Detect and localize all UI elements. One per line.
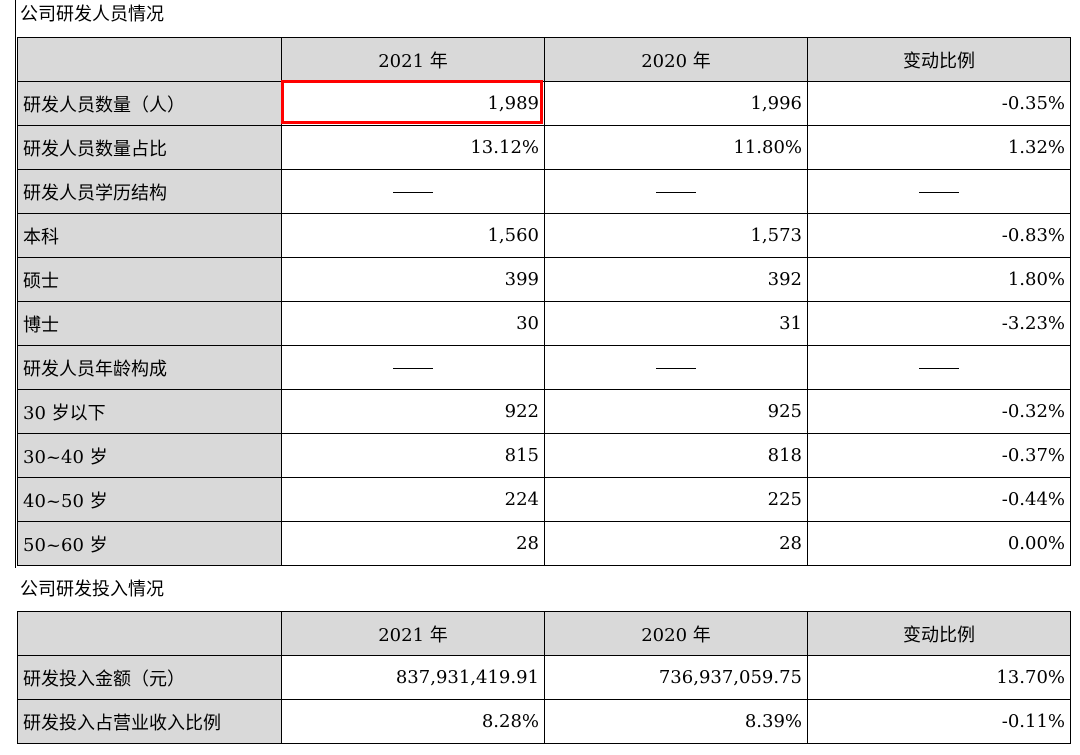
cell-change: 13.70% xyxy=(807,655,1071,700)
personnel-table: 2021 年 2020 年 变动比例 研发人员数量（人） 1,989 1,996… xyxy=(17,37,1071,566)
personnel-section-title: 公司研发人员情况 xyxy=(20,4,164,25)
table-row: 研发投入占营业收入比例 8.28% 8.39% -0.11% xyxy=(17,699,1071,744)
table-row: 40~50 岁 224 225 -0.44% xyxy=(17,477,1071,522)
cell-change-dash xyxy=(807,345,1071,390)
row-label: 研发投入金额（元） xyxy=(17,655,282,700)
cell-change: -0.44% xyxy=(807,477,1071,522)
row-label: 博士 xyxy=(17,301,282,346)
cell-change: -3.23% xyxy=(807,301,1071,346)
cell-2020: 1,573 xyxy=(544,213,808,258)
table-row: 硕士 399 392 1.80% xyxy=(17,257,1071,302)
cell-2021: 224 xyxy=(281,477,545,522)
cell-2020-dash xyxy=(544,345,808,390)
cell-change: 0.00% xyxy=(807,521,1071,566)
table-row: 本科 1,560 1,573 -0.83% xyxy=(17,213,1071,258)
cell-2021-dash xyxy=(281,345,545,390)
table-row: 研发人员学历结构 xyxy=(17,169,1071,214)
cell-2021: 815 xyxy=(281,433,545,478)
table-row: 研发人员数量占比 13.12% 11.80% 1.32% xyxy=(17,125,1071,170)
cell-2020: 736,937,059.75 xyxy=(544,655,808,700)
cell-2021-dash xyxy=(281,169,545,214)
header-2021: 2021 年 xyxy=(281,611,545,656)
header-2020: 2020 年 xyxy=(544,611,808,656)
cell-2021: 922 xyxy=(281,389,545,434)
cell-2021: 28 xyxy=(281,521,545,566)
row-label: 研发人员年龄构成 xyxy=(17,345,282,390)
table-row: 50~60 岁 28 28 0.00% xyxy=(17,521,1071,566)
header-change: 变动比例 xyxy=(807,611,1071,656)
cell-change: 1.32% xyxy=(807,125,1071,170)
investment-table: 2021 年 2020 年 变动比例 研发投入金额（元） 837,931,419… xyxy=(17,611,1071,744)
investment-header-row: 2021 年 2020 年 变动比例 xyxy=(17,611,1071,656)
cell-2020: 28 xyxy=(544,521,808,566)
cell-2020: 11.80% xyxy=(544,125,808,170)
cell-2021: 13.12% xyxy=(281,125,545,170)
cell-2020: 225 xyxy=(544,477,808,522)
row-label: 30 岁以下 xyxy=(17,389,282,434)
cell-2020: 8.39% xyxy=(544,699,808,744)
cell-2020: 1,996 xyxy=(544,81,808,126)
row-label: 研发人员数量（人） xyxy=(17,81,282,126)
left-border-line xyxy=(15,0,16,568)
row-label: 40~50 岁 xyxy=(17,477,282,522)
row-label: 研发投入占营业收入比例 xyxy=(17,699,282,744)
row-label: 硕士 xyxy=(17,257,282,302)
cell-2020: 392 xyxy=(544,257,808,302)
investment-section-title: 公司研发投入情况 xyxy=(20,579,164,600)
cell-change: -0.83% xyxy=(807,213,1071,258)
cell-2020: 31 xyxy=(544,301,808,346)
cell-2021: 8.28% xyxy=(281,699,545,744)
personnel-header-row: 2021 年 2020 年 变动比例 xyxy=(17,37,1071,82)
cell-2020: 818 xyxy=(544,433,808,478)
table-row: 研发投入金额（元） 837,931,419.91 736,937,059.75 … xyxy=(17,655,1071,700)
header-change: 变动比例 xyxy=(807,37,1071,82)
row-label: 研发人员数量占比 xyxy=(17,125,282,170)
table-row: 30~40 岁 815 818 -0.37% xyxy=(17,433,1071,478)
cell-2020: 925 xyxy=(544,389,808,434)
table-row: 30 岁以下 922 925 -0.32% xyxy=(17,389,1071,434)
row-label: 本科 xyxy=(17,213,282,258)
cell-change: -0.11% xyxy=(807,699,1071,744)
cell-2021: 837,931,419.91 xyxy=(281,655,545,700)
table-row: 博士 30 31 -3.23% xyxy=(17,301,1071,346)
row-label: 研发人员学历结构 xyxy=(17,169,282,214)
cell-2021: 1,560 xyxy=(281,213,545,258)
cell-change: 1.80% xyxy=(807,257,1071,302)
cell-2021-highlighted: 1,989 xyxy=(281,81,545,126)
cell-2021: 399 xyxy=(281,257,545,302)
row-label: 30~40 岁 xyxy=(17,433,282,478)
header-blank-cell xyxy=(17,611,282,656)
header-2020: 2020 年 xyxy=(544,37,808,82)
header-2021: 2021 年 xyxy=(281,37,545,82)
cell-change: -0.37% xyxy=(807,433,1071,478)
table-row: 研发人员年龄构成 xyxy=(17,345,1071,390)
cell-change: -0.35% xyxy=(807,81,1071,126)
cell-change-dash xyxy=(807,169,1071,214)
row-label: 50~60 岁 xyxy=(17,521,282,566)
cell-2021: 30 xyxy=(281,301,545,346)
cell-change: -0.32% xyxy=(807,389,1071,434)
cell-2020-dash xyxy=(544,169,808,214)
header-blank-cell xyxy=(17,37,282,82)
table-row: 研发人员数量（人） 1,989 1,996 -0.35% xyxy=(17,81,1071,126)
